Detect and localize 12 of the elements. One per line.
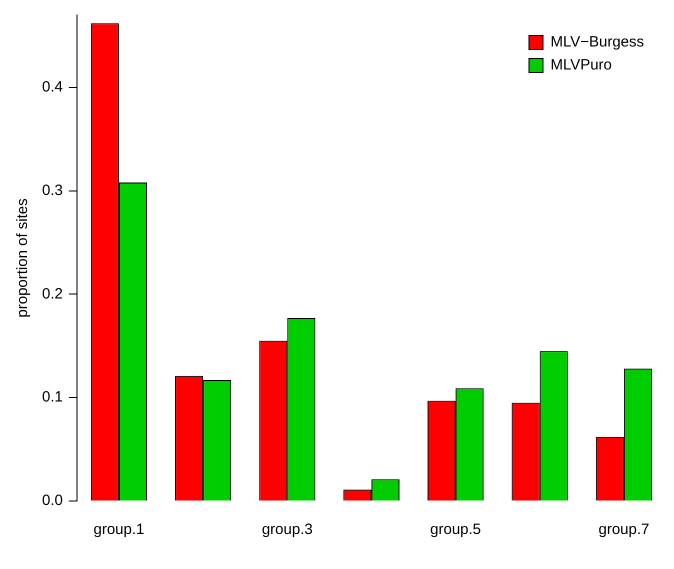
legend-label: MLVPuro <box>550 56 612 74</box>
x-tick-label: group.7 <box>598 521 650 538</box>
y-tick-label: 0.0 <box>42 492 63 510</box>
y-tick-label: 0.2 <box>42 285 63 302</box>
y-tick-label: 0.3 <box>42 182 63 199</box>
y-axis-title: proportion of sites <box>14 198 32 318</box>
x-tick-label: group.3 <box>262 521 313 538</box>
y-tick-label: 0.1 <box>42 388 63 406</box>
legend-label: MLV−Burgess <box>550 34 644 51</box>
x-tick-label: group.5 <box>430 521 482 538</box>
y-tick-label: 0.4 <box>42 78 63 96</box>
x-tick-label: group.1 <box>93 521 144 538</box>
